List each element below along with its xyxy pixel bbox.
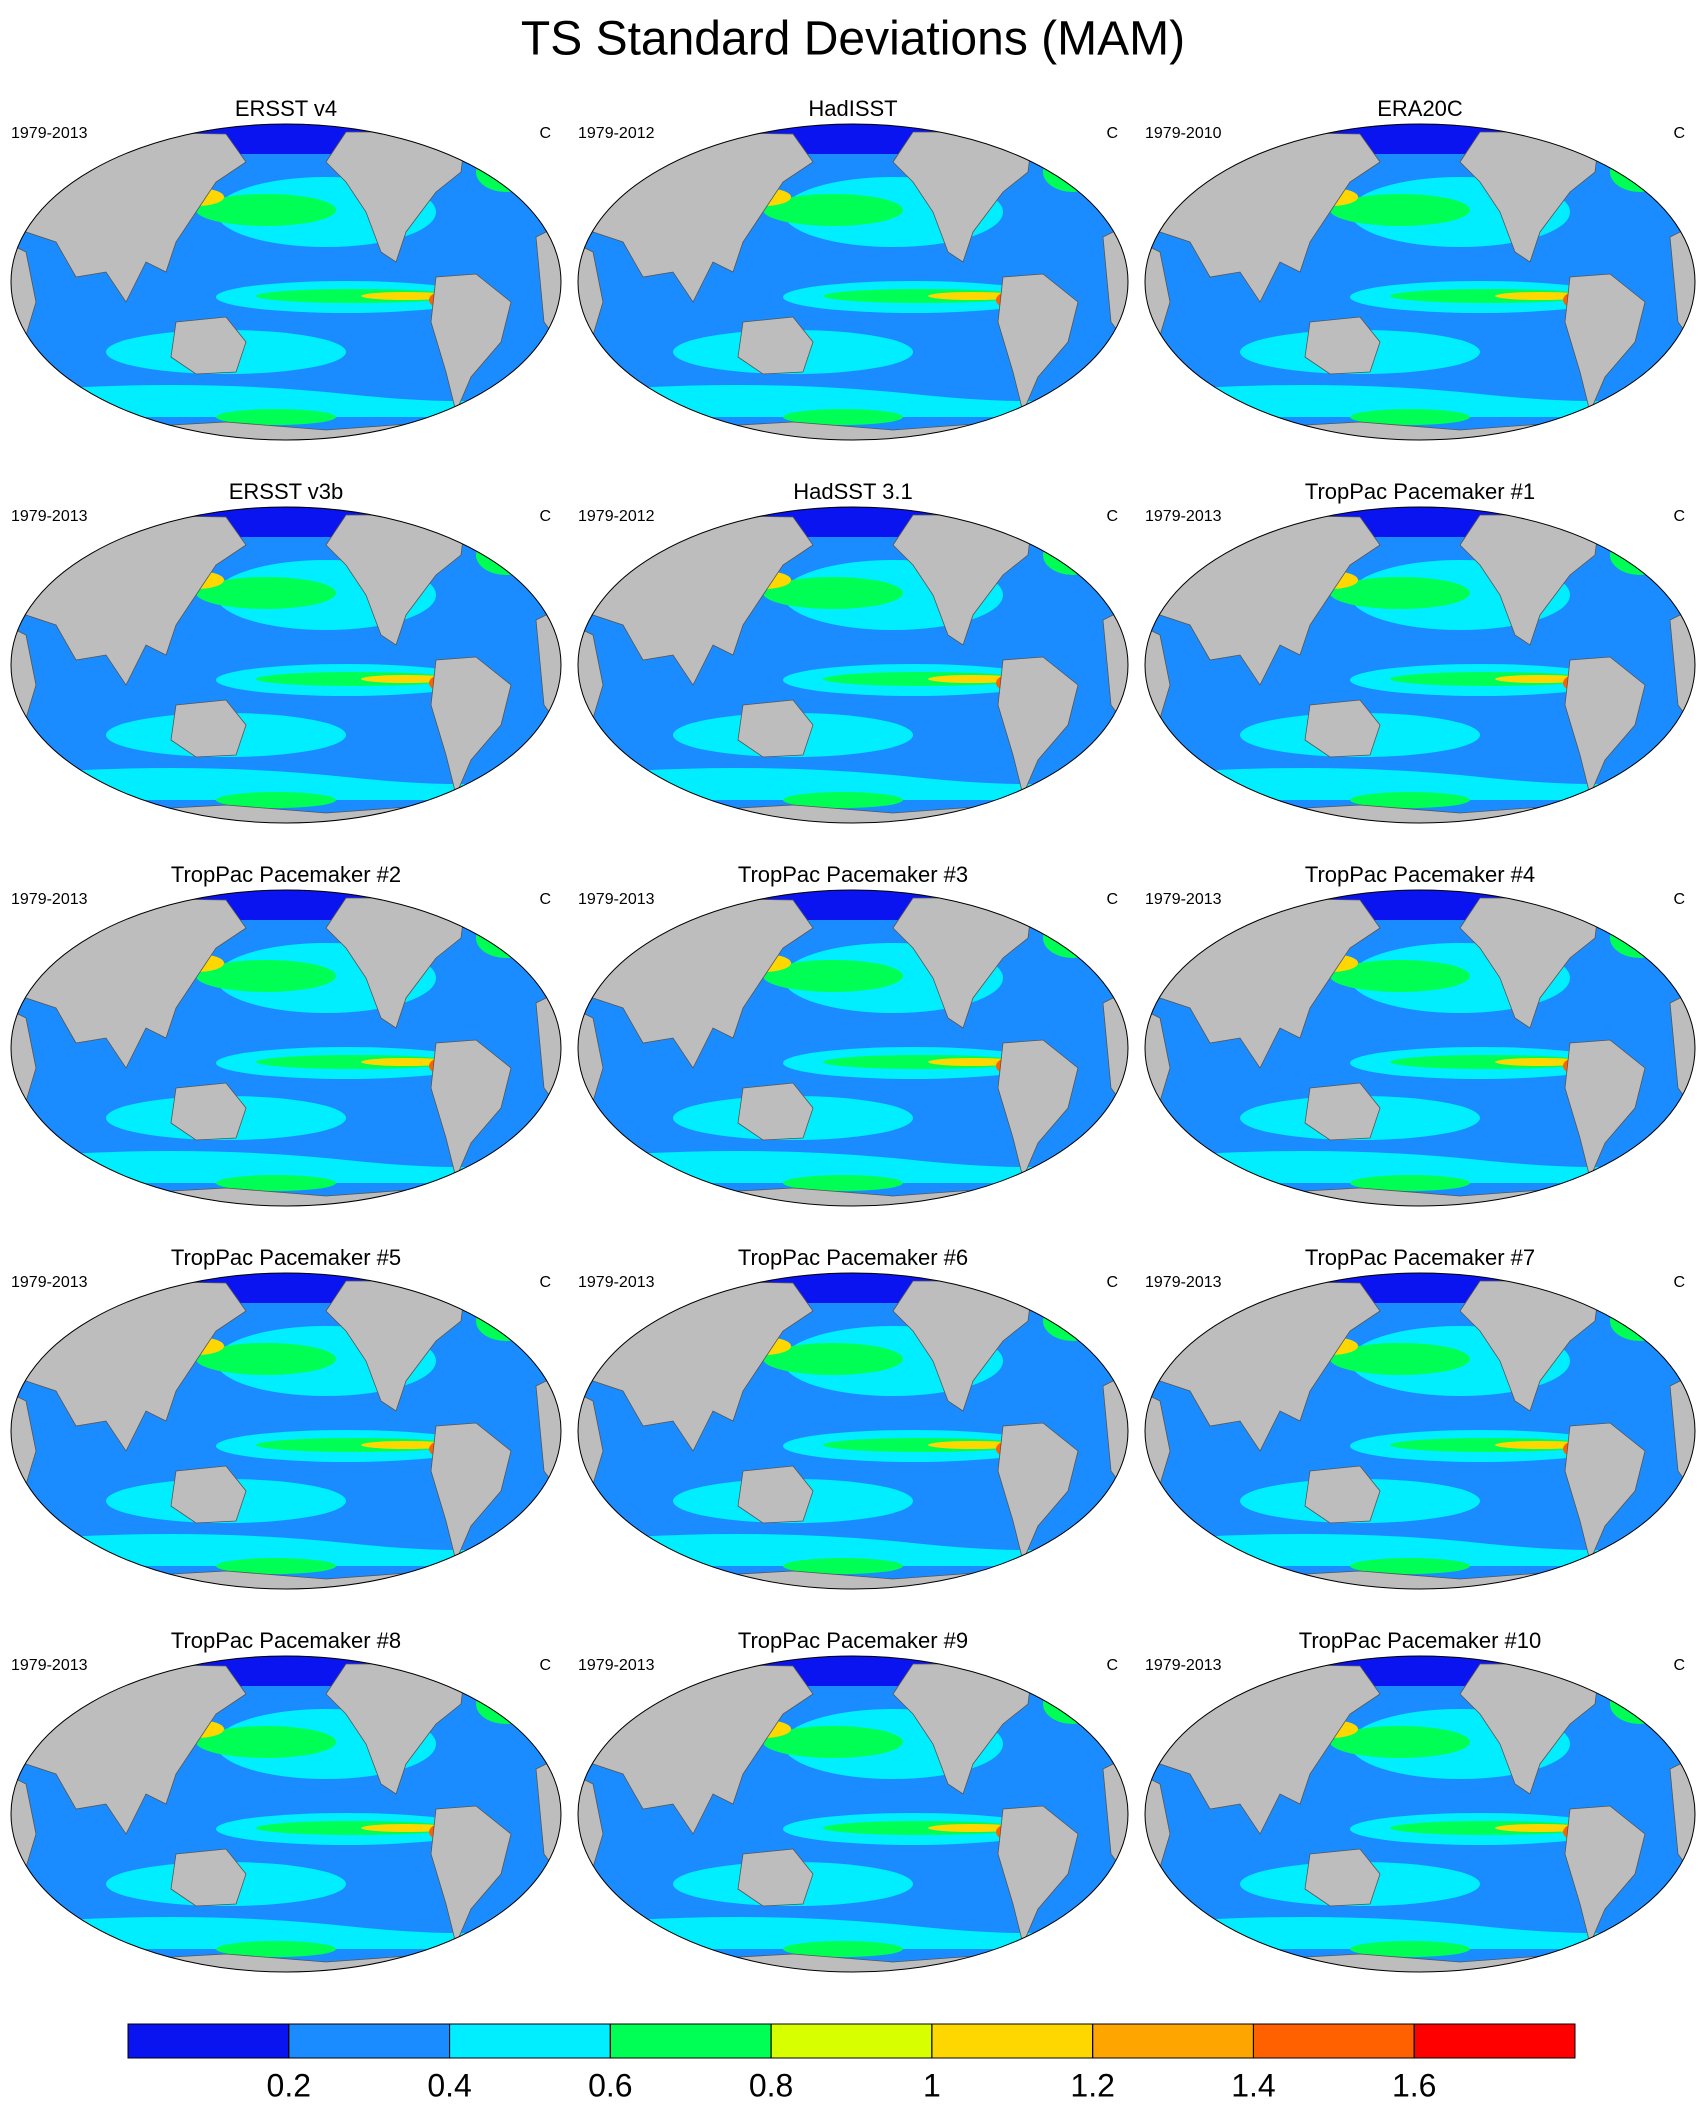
colorbar-tick-label: 1.2 (1070, 2067, 1114, 2103)
panel-units: C (1106, 1274, 1118, 1291)
world-map (6, 122, 566, 447)
panel-units: C (539, 891, 551, 908)
world-map (573, 888, 1133, 1213)
panel-period: 1979-2013 (1145, 508, 1222, 525)
map-panel: ERSST v4 1979-2013 C (6, 96, 566, 447)
map-panel: TropPac Pacemaker #7 1979-2013 C (1140, 1245, 1700, 1596)
colorbar-box (288, 2023, 451, 2059)
world-map (573, 1271, 1133, 1596)
panel-units: C (539, 1657, 551, 1674)
world-map (1140, 888, 1700, 1213)
panel-units: C (1106, 891, 1118, 908)
colorbar-box (1092, 2023, 1254, 2059)
panel-units: C (539, 508, 551, 525)
map-panel: HadSST 3.1 1979-2012 C (573, 479, 1133, 830)
colorbar-box (127, 2023, 290, 2059)
map-panel: TropPac Pacemaker #5 1979-2013 C (6, 1245, 566, 1596)
panel-period: 1979-2013 (11, 1274, 88, 1291)
panel-title: HadISST (808, 96, 897, 121)
map-panel: TropPac Pacemaker #4 1979-2013 C (1140, 862, 1700, 1213)
map-panel: TropPac Pacemaker #3 1979-2013 C (573, 862, 1133, 1213)
panel-units: C (1673, 125, 1685, 142)
panel-units: C (1673, 1657, 1685, 1674)
panel-title: TropPac Pacemaker #8 (171, 1628, 401, 1653)
map-panel: TropPac Pacemaker #6 1979-2013 C (573, 1245, 1133, 1596)
panel-title: TropPac Pacemaker #5 (171, 1245, 401, 1270)
colorbar-tick-label: 0.2 (267, 2067, 311, 2103)
map-panel: TropPac Pacemaker #8 1979-2013 C (6, 1628, 566, 1979)
panel-units: C (1106, 125, 1118, 142)
panel-title: TropPac Pacemaker #6 (738, 1245, 968, 1270)
map-panel: TropPac Pacemaker #1 1979-2013 C (1140, 479, 1700, 830)
figure-title: TS Standard Deviations (MAM) (521, 13, 1185, 66)
world-map (573, 505, 1133, 830)
panel-title: TropPac Pacemaker #7 (1305, 1245, 1535, 1270)
world-map (6, 1654, 566, 1979)
panel-title: TropPac Pacemaker #3 (738, 862, 968, 887)
colorbar-tick-label: 0.8 (749, 2067, 793, 2103)
panel-title: TropPac Pacemaker #9 (738, 1628, 968, 1653)
colorbar-box (609, 2023, 772, 2059)
panel-period: 1979-2013 (11, 891, 88, 908)
world-map (1140, 122, 1700, 447)
colorbar-tick-label: 1.4 (1231, 2067, 1275, 2103)
panel-title: HadSST 3.1 (793, 479, 912, 504)
panel-units: C (1673, 891, 1685, 908)
panel-period: 1979-2013 (578, 1657, 655, 1674)
world-map (1140, 1271, 1700, 1596)
panel-period: 1979-2012 (578, 508, 655, 525)
panel-title: TropPac Pacemaker #1 (1305, 479, 1535, 504)
world-map (1140, 1654, 1700, 1979)
map-panel: TropPac Pacemaker #2 1979-2013 C (6, 862, 566, 1213)
panel-period: 1979-2012 (578, 125, 655, 142)
panel-period: 1979-2013 (1145, 891, 1222, 908)
colorbar-box (1413, 2023, 1576, 2059)
panel-units: C (1106, 1657, 1118, 1674)
map-panel: TropPac Pacemaker #10 1979-2013 C (1140, 1628, 1700, 1979)
world-map (1140, 505, 1700, 830)
panel-period: 1979-2013 (11, 1657, 88, 1674)
colorbar-box (449, 2023, 611, 2059)
map-panel: ERSST v3b 1979-2013 C (6, 479, 566, 830)
panel-period: 1979-2013 (1145, 1274, 1222, 1291)
panel-units: C (539, 125, 551, 142)
panel-title: TropPac Pacemaker #10 (1299, 1628, 1542, 1653)
world-map (6, 1271, 566, 1596)
panel-title: ERA20C (1377, 96, 1463, 121)
colorbar-box (1252, 2023, 1415, 2059)
colorbar-tick-label: 0.4 (427, 2067, 471, 2103)
panel-units: C (1106, 508, 1118, 525)
map-panel: ERA20C 1979-2010 C (1140, 96, 1700, 447)
colorbar-box (931, 2023, 1094, 2059)
map-panel: TropPac Pacemaker #9 1979-2013 C (573, 1628, 1133, 1979)
colorbar-tick-label: 1 (923, 2067, 941, 2103)
panel-title: TropPac Pacemaker #4 (1305, 862, 1535, 887)
panel-title: TropPac Pacemaker #2 (171, 862, 401, 887)
panel-period: 1979-2013 (11, 508, 88, 525)
panel-units: C (1673, 1274, 1685, 1291)
panel-period: 1979-2010 (1145, 125, 1222, 142)
world-map (6, 505, 566, 830)
colorbar-tick-label: 0.6 (588, 2067, 632, 2103)
panel-period: 1979-2013 (578, 1274, 655, 1291)
panel-period: 1979-2013 (578, 891, 655, 908)
world-map (573, 122, 1133, 447)
panel-period: 1979-2013 (11, 125, 88, 142)
panel-units: C (1673, 508, 1685, 525)
panel-period: 1979-2013 (1145, 1657, 1222, 1674)
map-panel: HadISST 1979-2012 C (573, 96, 1133, 447)
colorbar-tick-label: 1.6 (1392, 2067, 1436, 2103)
world-map (6, 888, 566, 1213)
colorbar-box (770, 2023, 933, 2059)
panel-units: C (539, 1274, 551, 1291)
panel-title: ERSST v3b (229, 479, 344, 504)
panel-title: ERSST v4 (235, 96, 337, 121)
world-map (573, 1654, 1133, 1979)
